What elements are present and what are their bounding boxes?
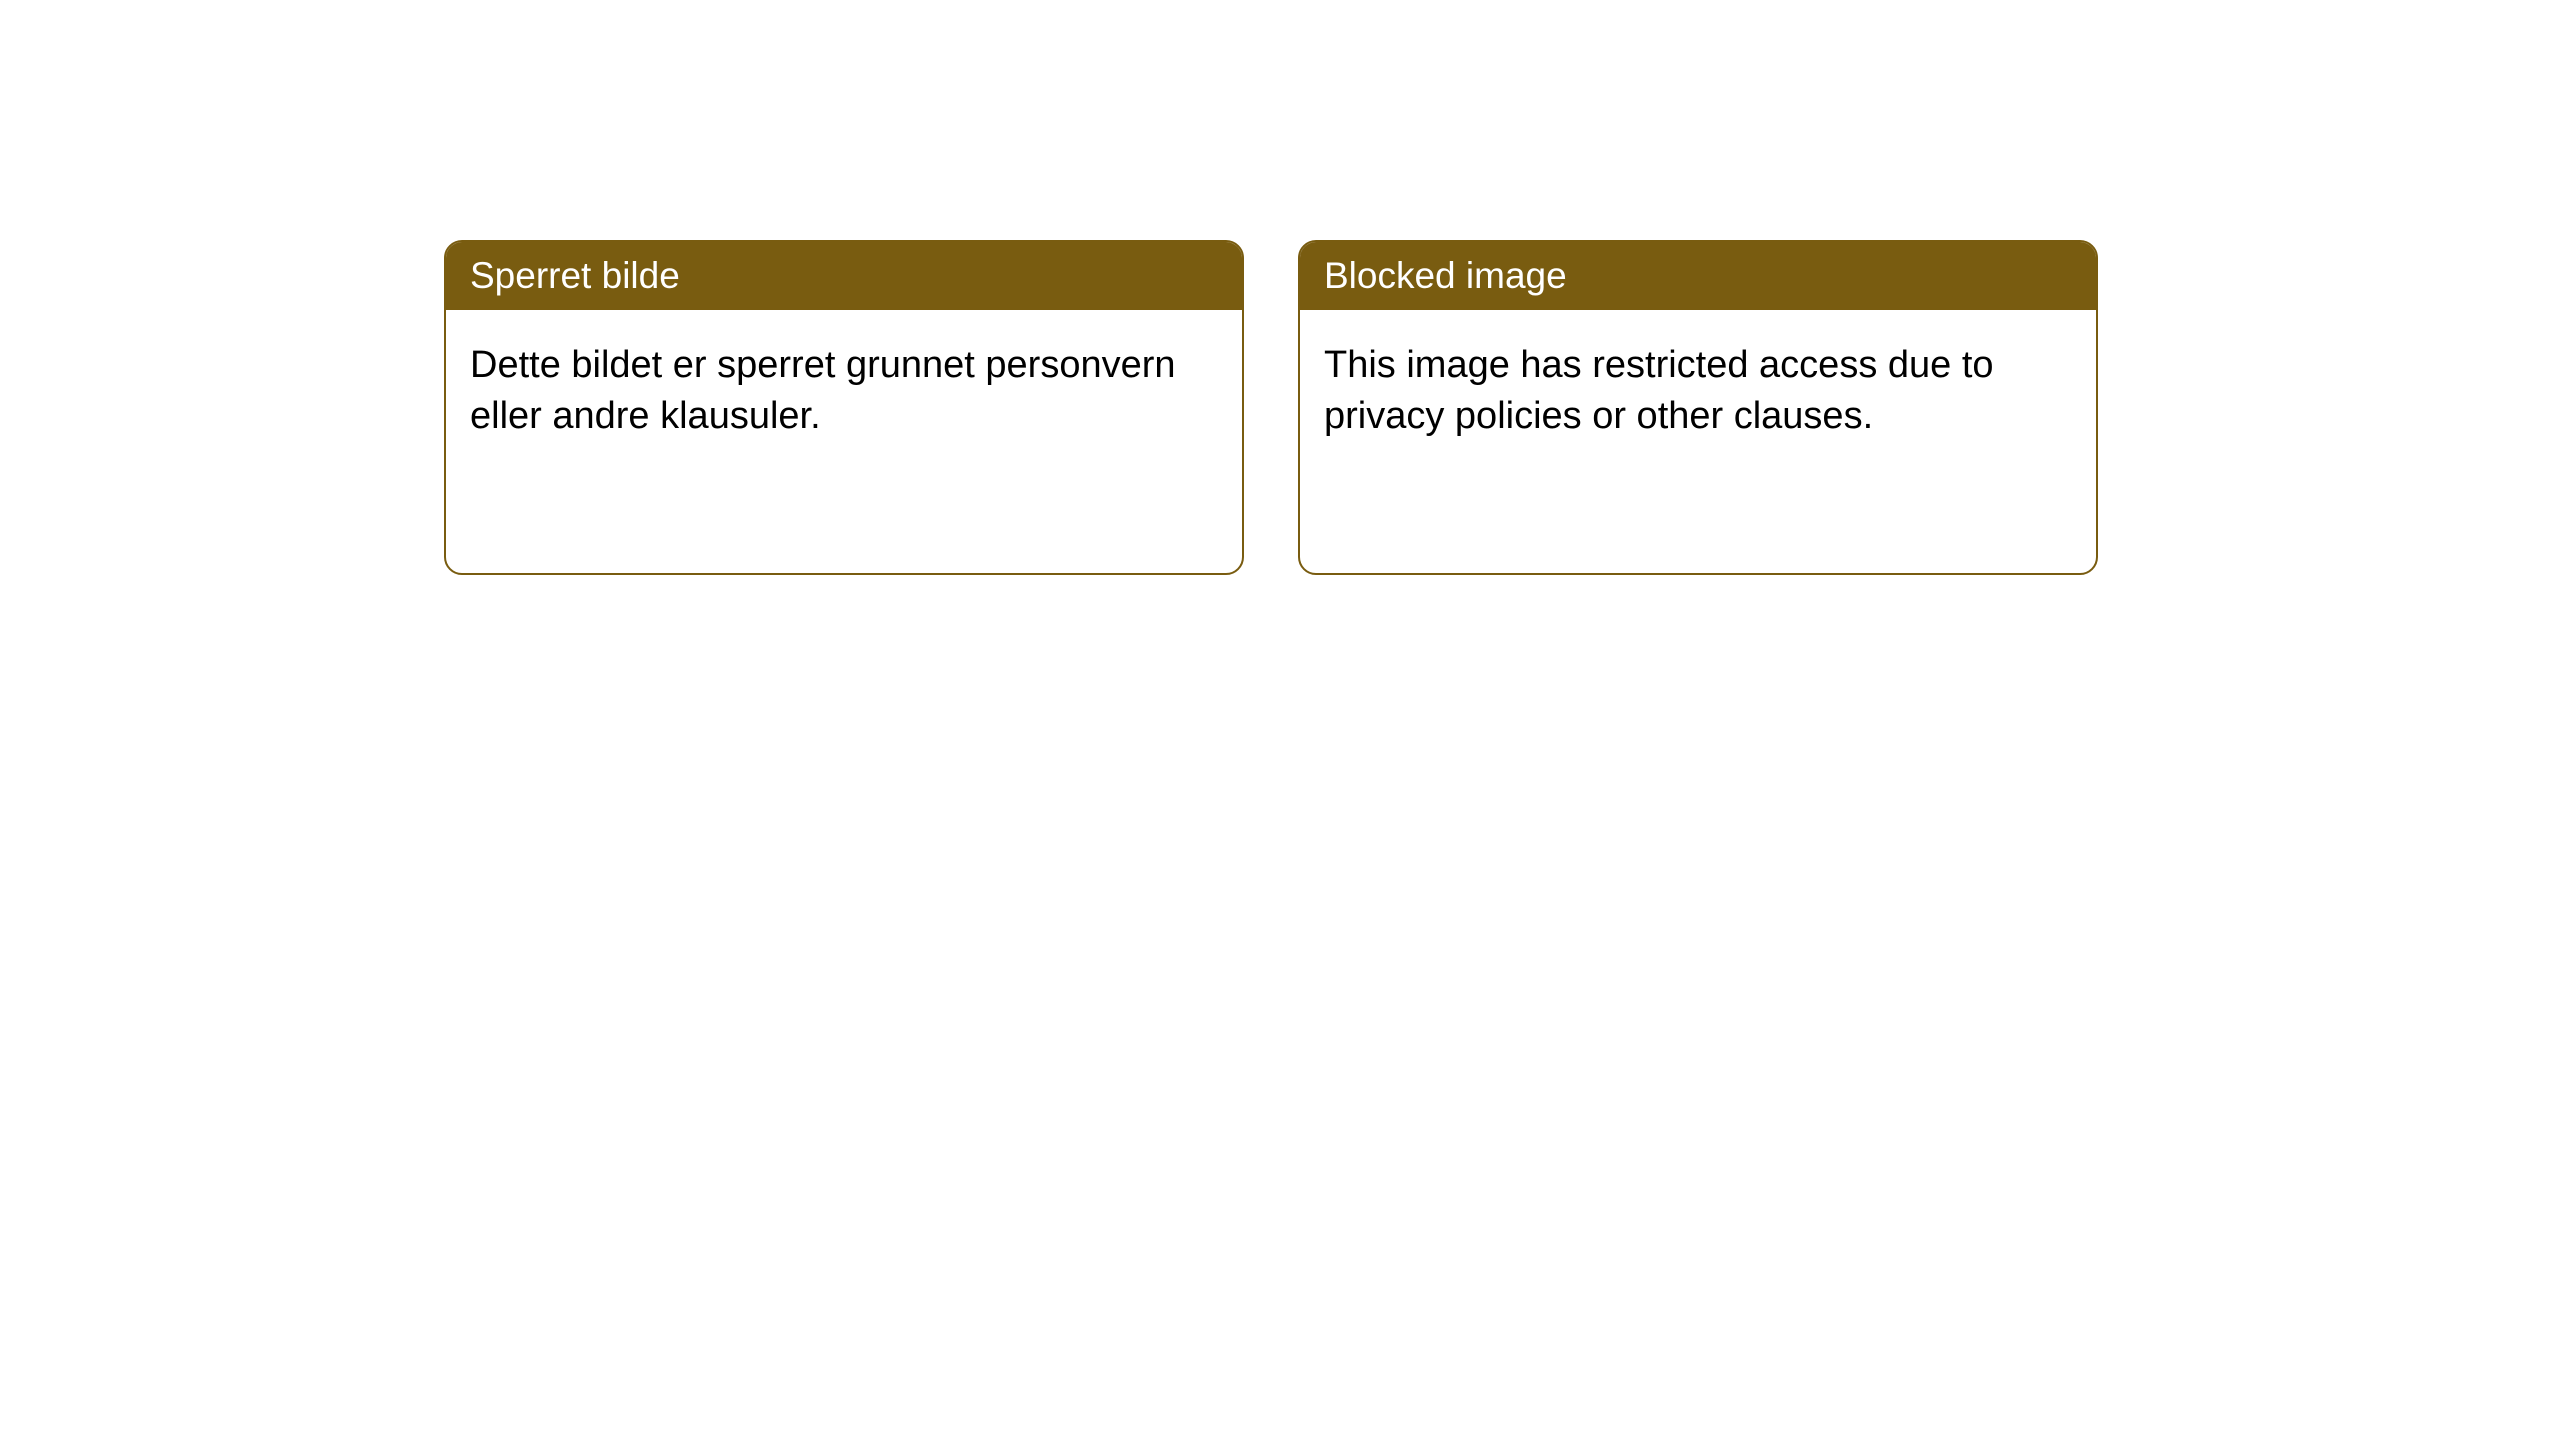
notice-card-norwegian: Sperret bilde Dette bildet er sperret gr… [444,240,1244,575]
notice-header-text: Blocked image [1324,255,1567,296]
notice-body-text: This image has restricted access due to … [1324,344,1994,437]
notice-card-english: Blocked image This image has restricted … [1298,240,2098,575]
notice-header-text: Sperret bilde [470,255,680,296]
notice-header: Blocked image [1300,242,2096,310]
notice-body: Dette bildet er sperret grunnet personve… [446,310,1242,473]
notice-body: This image has restricted access due to … [1300,310,2096,473]
notice-container: Sperret bilde Dette bildet er sperret gr… [444,240,2098,575]
notice-body-text: Dette bildet er sperret grunnet personve… [470,344,1176,437]
notice-header: Sperret bilde [446,242,1242,310]
